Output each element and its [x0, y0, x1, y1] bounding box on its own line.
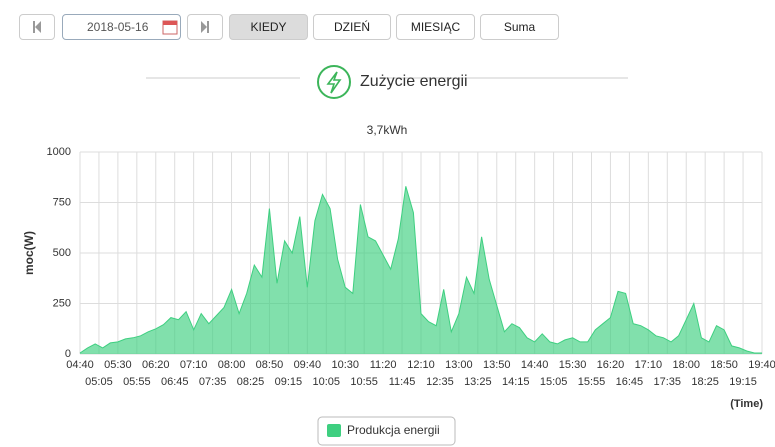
x-tick-label: 17:10: [635, 359, 663, 371]
area-line: [79, 186, 762, 354]
bolt-icon: [326, 71, 342, 94]
x-tick-label: 08:00: [218, 359, 246, 371]
date-value: 2018-05-16: [87, 20, 149, 34]
date-input[interactable]: 2018-05-16: [62, 14, 181, 40]
x-tick-label: 06:20: [142, 359, 170, 371]
x-tick-label: 13:25: [464, 376, 492, 388]
prev-icon: [33, 21, 41, 33]
x-tick-label: 15:05: [540, 376, 568, 388]
area: [80, 186, 762, 354]
y-tick-label: 0: [65, 348, 71, 360]
x-tick-label: 19:40: [748, 359, 775, 371]
mode-button[interactable]: MIESIĄC: [396, 14, 475, 40]
x-tick-label: 05:55: [123, 376, 151, 388]
x-tick-label: 07:10: [180, 359, 208, 371]
x-tick-label: 09:40: [294, 359, 322, 371]
section-title: Zużycie energii: [360, 73, 468, 90]
x-tick-label: 15:55: [578, 376, 606, 388]
x-tick-label: 10:05: [313, 376, 341, 388]
mode-button[interactable]: Suma: [480, 14, 559, 40]
x-tick-label: 12:10: [407, 359, 435, 371]
x-tick-label: 08:50: [256, 359, 284, 371]
mode-button[interactable]: KIEDY: [229, 14, 308, 40]
next-icon: [201, 21, 209, 33]
legend-swatch: [327, 424, 341, 437]
x-tick-label: 04:40: [66, 359, 94, 371]
x-tick-label: 18:25: [691, 376, 719, 388]
mode-button[interactable]: DZIEŃ: [313, 14, 391, 40]
x-tick-label: 15:30: [559, 359, 587, 371]
x-tick-label: 18:50: [710, 359, 738, 371]
x-tick-label: 17:35: [654, 376, 682, 388]
x-axis-label: (Time): [730, 398, 763, 410]
x-tick-label: 07:35: [199, 376, 227, 388]
x-tick-label: 16:20: [597, 359, 625, 371]
x-tick-label: 13:00: [445, 359, 473, 371]
legend-box: [317, 416, 456, 446]
x-tick-label: 19:15: [729, 376, 757, 388]
x-tick-label: 10:30: [331, 359, 359, 371]
x-tick-label: 10:55: [350, 376, 378, 388]
x-tick-label: 16:45: [616, 376, 644, 388]
x-tick-label: 14:15: [502, 376, 530, 388]
y-tick-label: 750: [53, 196, 71, 208]
x-tick-label: 18:00: [672, 359, 700, 371]
y-tick-label: 250: [53, 297, 71, 309]
x-tick-label: 11:45: [389, 376, 416, 388]
energy-icon: [317, 65, 351, 99]
x-tick-label: 05:05: [85, 376, 113, 388]
x-tick-label: 14:40: [521, 359, 549, 371]
x-tick-label: 11:20: [370, 359, 397, 371]
y-axis-label: moc(W): [22, 231, 36, 275]
x-tick-label: 12:35: [426, 376, 454, 388]
x-tick-label: 13:50: [483, 359, 511, 371]
prev-button[interactable]: [19, 14, 55, 40]
calendar-icon: [162, 20, 178, 35]
legend-label: Produkcja energii: [347, 423, 440, 437]
x-tick-label: 09:15: [275, 376, 303, 388]
y-tick-label: 500: [53, 247, 71, 259]
next-button[interactable]: [187, 14, 223, 40]
y-tick-label: 1000: [47, 146, 71, 158]
x-tick-label: 05:30: [104, 359, 132, 371]
x-tick-label: 06:45: [161, 376, 189, 388]
chart-title: 3,7kWh: [367, 123, 408, 137]
x-tick-label: 08:25: [237, 376, 265, 388]
